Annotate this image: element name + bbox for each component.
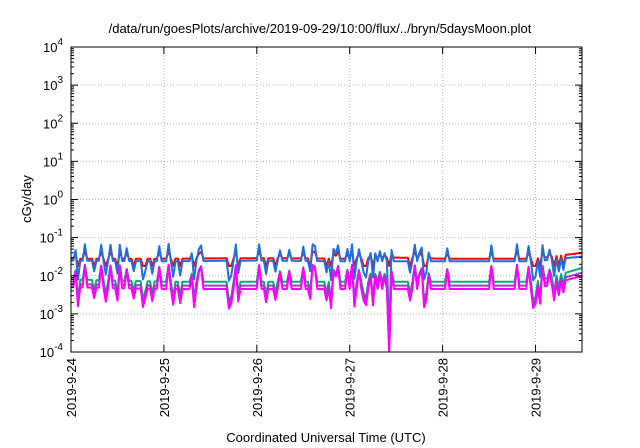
x-axis-label: Coordinated Universal Time (UTC) — [226, 430, 425, 445]
y-tick-label: 10-1 — [40, 228, 64, 246]
x-tick-label: 2019-9-24 — [64, 358, 79, 417]
series-line — [71, 263, 582, 352]
x-tick-label: 2019-9-29 — [529, 358, 544, 417]
y-tick-label: 10-3 — [40, 304, 64, 322]
y-tick-label: 10-2 — [40, 266, 64, 284]
grid-lines — [71, 47, 582, 352]
series-line — [71, 263, 582, 352]
x-tick-label: 2019-9-25 — [157, 358, 172, 417]
y-axis-label: cGy/day — [19, 175, 34, 223]
y-axis: 10-4 10-3 10-2 10-1 100 101 102 103 104 — [40, 37, 582, 360]
x-axis: 2019-9-24 2019-9-25 2019-9-26 2019-9-27 2019… — [64, 47, 544, 417]
x-tick-label: 2019-9-28 — [436, 358, 451, 417]
y-tick-label: 102 — [43, 113, 63, 131]
series-line — [71, 242, 582, 335]
y-tick-label: 104 — [43, 37, 63, 55]
y-tick-label: 103 — [43, 75, 63, 93]
y-tick-label: 10-4 — [40, 342, 64, 360]
x-tick-label: 2019-9-26 — [250, 358, 265, 417]
chart-title: /data/run/goesPlots/archive/2019-09-29/1… — [109, 21, 532, 36]
series-line — [71, 250, 582, 267]
y-tick-label: 101 — [43, 151, 63, 169]
plot-series — [71, 242, 582, 352]
y-tick-label: 100 — [43, 190, 63, 208]
x-tick-label: 2019-9-27 — [343, 358, 358, 417]
